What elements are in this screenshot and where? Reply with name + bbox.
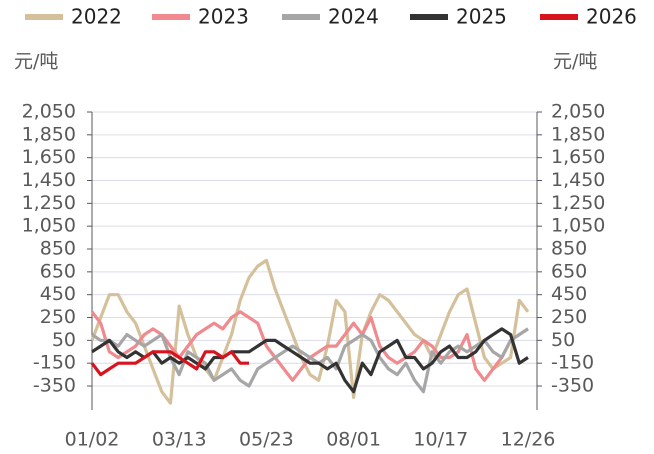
y2-tick-label: 2,050 [551, 101, 605, 123]
y2-tick-label: 1,450 [551, 169, 605, 191]
series-line [91, 327, 529, 394]
y2-tick-label: -350 [551, 375, 594, 397]
y-axis-unit: 元/吨 [14, 51, 58, 73]
y-tick-label: 1,050 [22, 215, 76, 237]
y-tick-label: 450 [40, 283, 76, 305]
legend-label: 2022 [71, 5, 122, 29]
series-line [90, 350, 249, 377]
legend: 2022 2023 2024 2025 2026 [25, 5, 637, 29]
y-tick-label: 1,250 [22, 192, 76, 214]
x-tick-label: 05/23 [239, 429, 294, 451]
y2-tick-label: 1,850 [551, 123, 605, 145]
y-tick-label: 1,850 [22, 123, 76, 145]
series-line [90, 258, 530, 405]
y2-tick-label: -150 [551, 352, 594, 374]
y2-axis-unit: 元/吨 [553, 51, 597, 73]
y2-tick-label: 1,650 [551, 146, 605, 168]
legend-label: 2026 [586, 5, 637, 29]
y-tick-label: 850 [40, 238, 76, 260]
y-tick-label: 250 [40, 306, 76, 328]
y2-tick-label: 1,250 [551, 192, 605, 214]
y-tick-label: -150 [33, 352, 76, 374]
x-tick-label: 12/26 [501, 429, 556, 451]
series-line [90, 310, 529, 382]
y-tick-label: 50 [52, 329, 76, 351]
y2-tick-label: 450 [551, 283, 587, 305]
y-tick-label: 1,650 [22, 146, 76, 168]
x-tick-label: 10/17 [413, 429, 468, 451]
series-line [91, 327, 529, 394]
y2-tick-label: 250 [551, 306, 587, 328]
legend-label: 2025 [456, 5, 507, 29]
y2-tick-label: 850 [551, 238, 587, 260]
x-tick-label: 08/01 [326, 429, 381, 451]
x-tick-label: 03/13 [152, 429, 207, 451]
y-tick-label: -350 [33, 375, 76, 397]
x-tick-label: 01/02 [65, 429, 120, 451]
y-tick-label: 2,050 [22, 101, 76, 123]
y2-tick-label: 50 [551, 329, 575, 351]
y2-tick-label: 1,050 [551, 215, 605, 237]
y2-tick-label: 650 [551, 260, 587, 282]
y-tick-label: 650 [40, 260, 76, 282]
legend-label: 2023 [198, 5, 249, 29]
legend-label: 2024 [328, 5, 379, 29]
y-tick-label: 1,450 [22, 169, 76, 191]
